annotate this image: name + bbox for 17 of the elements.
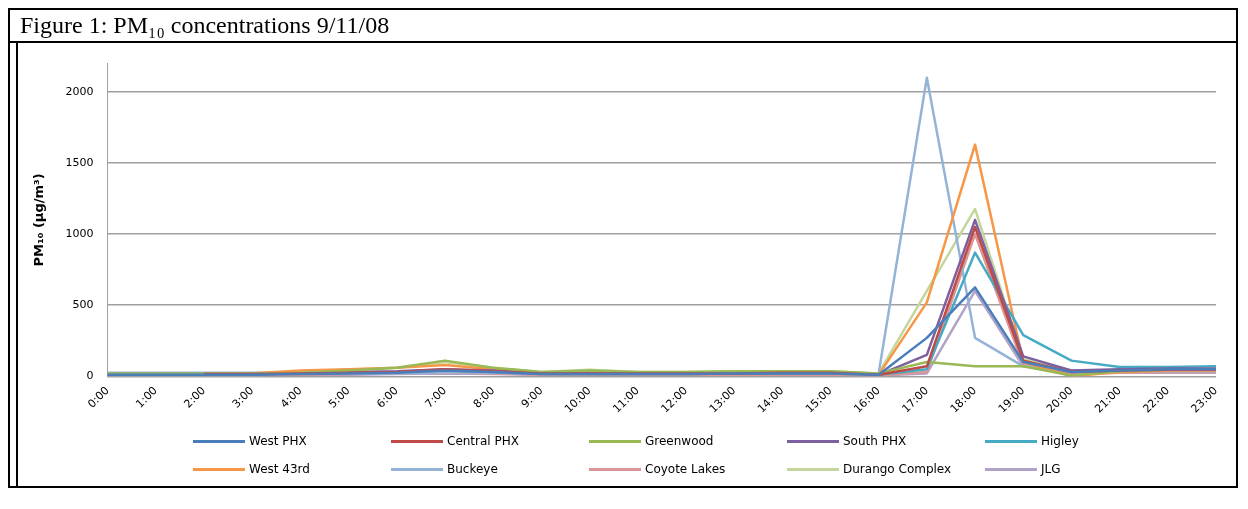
legend-label: Durango Complex [843,462,952,476]
chart-title: Figure 1: PM₁₀ concentrations 9/11/08 [10,10,1236,43]
legend-label: Coyote Lakes [645,462,726,476]
y-tick-label: 2000 [65,84,94,98]
y-axis-title: PM₁₀ (µg/m³) [31,173,47,267]
y-tick-label: 500 [72,298,94,312]
legend-label: West 43rd [249,462,310,476]
legend-label: Buckeye [447,462,498,476]
legend-label: Central PHX [447,434,519,448]
legend-label: JLG [1041,462,1061,476]
legend-label: South PHX [843,434,907,448]
legend-label: Higley [1041,434,1079,448]
y-tick-label: 0 [86,369,94,383]
legend-label: West PHX [249,434,307,448]
y-tick-label: 1000 [65,227,94,240]
legend-label: Greenwood [645,434,714,448]
y-tick-label: 1500 [65,155,94,169]
